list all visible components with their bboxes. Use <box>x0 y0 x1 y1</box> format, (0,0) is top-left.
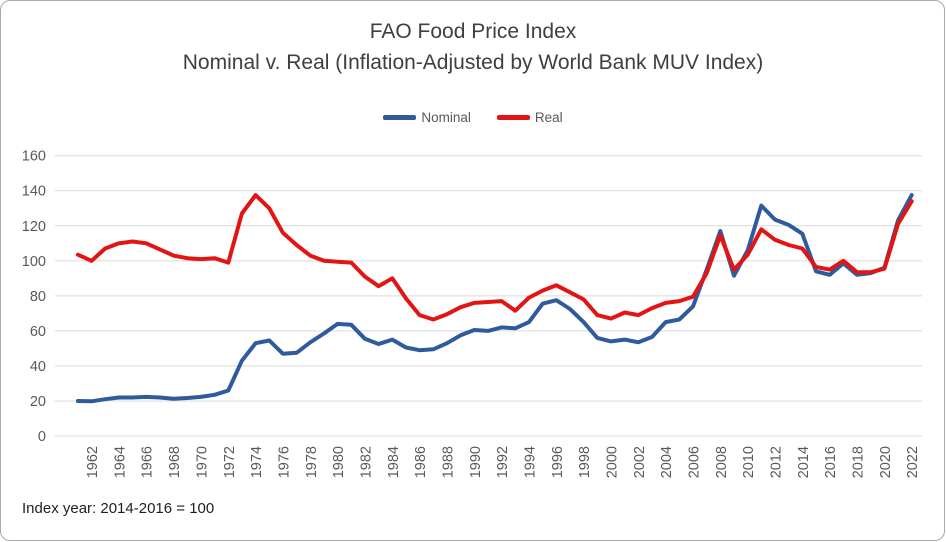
x-axis-tick-label: 2020 <box>878 446 894 478</box>
y-axis-tick-label: 40 <box>30 359 46 375</box>
x-axis-tick-label: 2004 <box>659 446 675 478</box>
x-axis-tick-label: 2010 <box>741 446 757 478</box>
x-axis-tick-label: 2000 <box>604 446 620 478</box>
x-axis-tick-label: 1986 <box>413 446 429 478</box>
y-axis-tick-label: 120 <box>22 219 46 235</box>
x-axis-tick-label: 1994 <box>522 446 538 478</box>
x-axis-tick-label: 1998 <box>577 446 593 478</box>
legend: Nominal Real <box>0 110 946 125</box>
x-axis-tick-label: 1968 <box>167 446 183 478</box>
x-axis-tick-label: 1992 <box>495 446 511 478</box>
x-axis-tick-label: 2002 <box>632 446 648 478</box>
x-axis-tick-label: 2008 <box>714 446 730 478</box>
x-axis-tick-label: 1964 <box>112 446 128 478</box>
x-axis-tick-label: 2006 <box>686 446 702 478</box>
real-series-line <box>75 193 914 322</box>
y-axis-tick-label: 140 <box>22 184 46 200</box>
x-axis-tick-label: 1966 <box>140 446 156 478</box>
legend-label-nominal: Nominal <box>421 110 471 125</box>
legend-item-nominal: Nominal <box>383 110 471 125</box>
legend-label-real: Real <box>534 110 563 125</box>
chart-title-line2: Nominal v. Real (Inflation-Adjusted by W… <box>182 51 764 74</box>
x-axis-tick-label: 1974 <box>249 446 265 478</box>
y-axis-tick-label: 100 <box>22 254 46 270</box>
y-axis-tick-label: 160 <box>22 149 46 165</box>
x-axis-tick-label: 1988 <box>440 446 456 478</box>
x-axis-tick-label: 1982 <box>358 446 374 478</box>
y-axis-tick-label: 60 <box>30 324 46 340</box>
x-axis-tick-label: 1962 <box>85 446 101 478</box>
legend-item-real: Real <box>496 110 563 125</box>
x-axis-tick-label: 1972 <box>222 446 238 478</box>
nominal-series-line <box>75 193 914 404</box>
y-axis-tick-label: 0 <box>38 429 46 445</box>
x-axis-tick-label: 1978 <box>304 446 320 478</box>
index-year-footnote: Index year: 2014-2016 = 100 <box>22 500 215 517</box>
nominal-line-swatch <box>383 115 417 120</box>
x-axis-tick-label: 1984 <box>386 446 402 478</box>
x-axis-tick-label: 1990 <box>468 446 484 478</box>
chart-title-line1: FAO Food Price Index <box>369 20 577 43</box>
chart-title: FAO Food Price Index Nominal v. Real (In… <box>0 16 946 78</box>
x-axis-tick-label: 2018 <box>851 446 867 478</box>
x-axis-tick-label: 1970 <box>194 446 210 478</box>
x-axis-tick-label: 2014 <box>796 446 812 478</box>
x-axis-tick-label: 2022 <box>905 446 921 478</box>
x-axis-tick-label: 1976 <box>276 446 292 478</box>
y-axis-tick-label: 80 <box>30 289 46 305</box>
y-axis-tick-label: 20 <box>30 394 46 410</box>
x-axis-tick-label: 2016 <box>823 446 839 478</box>
x-axis-tick-label: 1980 <box>331 446 347 478</box>
x-axis-tick-label: 2012 <box>769 446 785 478</box>
real-line-swatch <box>496 115 530 120</box>
x-axis-tick-label: 1996 <box>550 446 566 478</box>
